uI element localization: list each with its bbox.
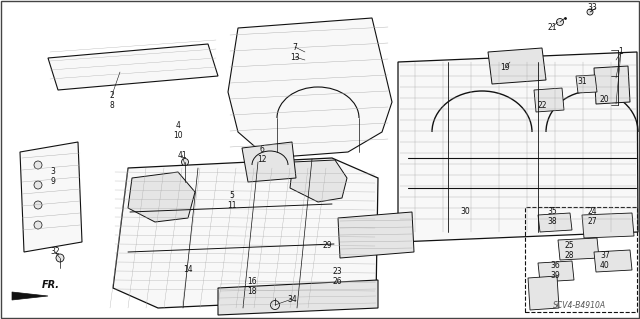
Polygon shape [113,158,378,308]
Text: 5: 5 [230,190,234,199]
Polygon shape [528,276,559,310]
Text: 25: 25 [564,241,574,249]
Polygon shape [218,280,378,315]
Circle shape [271,300,280,309]
Text: 8: 8 [109,100,115,109]
Text: 6: 6 [260,145,264,154]
Text: 36: 36 [550,261,560,270]
Text: 9: 9 [51,177,56,187]
Circle shape [34,201,42,209]
Text: 4: 4 [175,121,180,130]
Polygon shape [12,292,48,300]
Circle shape [182,159,189,166]
Text: 3: 3 [51,167,56,176]
Polygon shape [290,160,347,202]
Text: 26: 26 [332,278,342,286]
Circle shape [587,9,593,15]
Polygon shape [558,238,599,260]
Text: SCV4-B4910A: SCV4-B4910A [554,301,607,310]
Circle shape [557,19,563,26]
Text: 34: 34 [287,294,297,303]
Text: 7: 7 [292,42,298,51]
Text: 2: 2 [109,91,115,100]
Text: 29: 29 [322,241,332,249]
Polygon shape [338,212,414,258]
Text: 33: 33 [587,3,597,11]
Polygon shape [594,66,630,104]
Circle shape [34,181,42,189]
Text: 24: 24 [587,207,597,217]
Text: 39: 39 [550,271,560,279]
Text: 22: 22 [537,100,547,109]
Text: 37: 37 [600,250,610,259]
Text: 19: 19 [500,63,510,72]
Polygon shape [488,48,546,84]
Polygon shape [538,261,574,282]
Text: 11: 11 [227,201,237,210]
Text: 18: 18 [247,287,257,296]
Polygon shape [538,213,572,232]
Text: 31: 31 [577,78,587,86]
Polygon shape [20,142,82,252]
Text: 32: 32 [50,248,60,256]
Circle shape [34,221,42,229]
Text: 10: 10 [173,130,183,139]
Polygon shape [128,172,195,222]
Text: 30: 30 [460,207,470,217]
Text: 23: 23 [332,268,342,277]
Text: 38: 38 [547,218,557,226]
Polygon shape [242,142,296,182]
Text: 14: 14 [183,265,193,275]
Text: 28: 28 [564,250,573,259]
Text: 1: 1 [619,48,623,56]
Circle shape [34,161,42,169]
Circle shape [56,254,64,262]
Text: 13: 13 [290,53,300,62]
Polygon shape [582,213,634,238]
Text: 20: 20 [599,95,609,105]
Text: 27: 27 [587,218,597,226]
Polygon shape [48,44,218,90]
Polygon shape [534,88,564,112]
Polygon shape [228,18,392,158]
Text: FR.: FR. [42,280,60,290]
Polygon shape [594,250,632,272]
Text: 21: 21 [547,23,557,32]
Polygon shape [398,52,638,242]
Text: 41: 41 [177,151,187,160]
Text: 40: 40 [600,261,610,270]
Text: 35: 35 [547,207,557,217]
Text: 12: 12 [257,155,267,165]
Text: 16: 16 [247,278,257,286]
Polygon shape [576,75,597,93]
